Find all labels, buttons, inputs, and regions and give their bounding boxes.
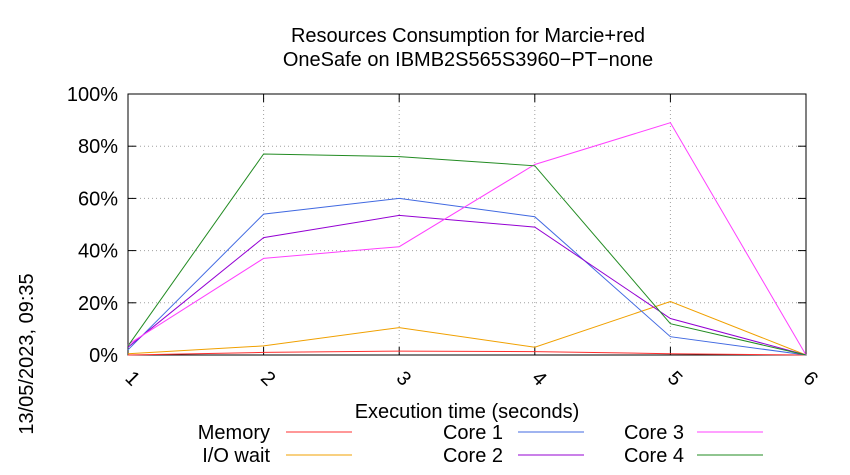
y-tick-label: 80% — [78, 136, 118, 158]
plot-frame — [127, 93, 807, 356]
legend-label-core-3: Core 3 — [624, 422, 684, 444]
x-tick-label: 4 — [527, 367, 550, 390]
x-tick-label: 6 — [799, 367, 822, 390]
side-timestamp-label: 13/05/2023, 09:35 — [16, 273, 38, 434]
series-line-core-3 — [127, 122, 807, 356]
legend-label-core-1: Core 1 — [443, 422, 503, 444]
x-tick-label: 1 — [121, 367, 144, 390]
series-line-i-o-wait — [127, 300, 807, 356]
chart-title-line-1: Resources Consumption for Marcie+red — [291, 25, 645, 47]
chart-title-line-2: OneSafe on IBMB2S565S3960−PT−none — [283, 49, 653, 71]
x-axis: 1 2 3 4 5 6 — [121, 94, 822, 390]
legend-label-core-2: Core 2 — [443, 445, 503, 467]
series-line-core-4 — [127, 153, 807, 356]
series-lines — [127, 122, 807, 356]
y-tick-label: 20% — [78, 293, 118, 315]
legend-label-core-4: Core 4 — [624, 445, 684, 467]
series-line-core-1 — [127, 197, 807, 356]
y-tick-label: 60% — [78, 188, 118, 210]
series-line-memory — [127, 350, 807, 356]
y-tick-label: 100% — [67, 84, 118, 106]
y-axis: 0% 20% 40% 60% 80% 100% — [67, 84, 806, 367]
x-axis-label: Execution time (seconds) — [355, 401, 580, 423]
y-tick-label: 40% — [78, 241, 118, 263]
y-tick-label: 0% — [89, 345, 118, 367]
x-tick-label: 5 — [663, 367, 686, 390]
legend-label-memory: Memory — [198, 422, 270, 444]
series-line-core-2 — [127, 214, 807, 356]
x-tick-label: 3 — [392, 367, 415, 390]
x-tick-label: 2 — [256, 367, 279, 390]
legend-label-i-o-wait: I/O wait — [202, 445, 270, 467]
gridlines — [128, 94, 806, 355]
